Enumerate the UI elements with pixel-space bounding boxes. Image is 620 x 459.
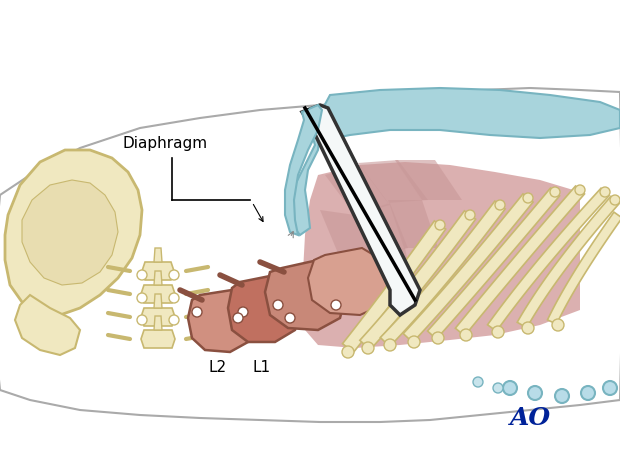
Text: L1: L1 [252, 360, 270, 375]
Polygon shape [320, 255, 355, 308]
Circle shape [581, 386, 595, 400]
Polygon shape [338, 258, 385, 308]
Polygon shape [302, 105, 420, 315]
Circle shape [169, 315, 179, 325]
Circle shape [523, 193, 533, 203]
Circle shape [495, 200, 505, 210]
Polygon shape [455, 186, 585, 336]
Circle shape [362, 342, 374, 354]
Polygon shape [395, 160, 462, 200]
Circle shape [233, 313, 243, 323]
Polygon shape [308, 248, 388, 315]
Polygon shape [154, 294, 162, 308]
Polygon shape [15, 295, 80, 355]
Circle shape [169, 270, 179, 280]
Circle shape [137, 315, 147, 325]
Polygon shape [320, 210, 375, 260]
Circle shape [435, 220, 445, 230]
Circle shape [273, 300, 283, 310]
Polygon shape [188, 290, 252, 352]
Polygon shape [5, 150, 142, 315]
Polygon shape [428, 188, 560, 339]
Polygon shape [360, 211, 476, 350]
Polygon shape [487, 188, 609, 331]
Polygon shape [141, 330, 175, 348]
Circle shape [550, 187, 560, 197]
Polygon shape [154, 316, 162, 330]
Circle shape [503, 381, 517, 395]
Circle shape [342, 346, 354, 358]
Circle shape [192, 307, 202, 317]
Polygon shape [325, 165, 390, 215]
Polygon shape [517, 196, 619, 328]
Circle shape [408, 336, 420, 348]
Polygon shape [142, 262, 174, 280]
Polygon shape [290, 128, 320, 235]
Circle shape [555, 389, 569, 403]
Circle shape [528, 386, 542, 400]
Circle shape [552, 319, 564, 331]
Circle shape [522, 322, 534, 334]
Polygon shape [342, 221, 446, 353]
Polygon shape [141, 308, 175, 326]
Circle shape [575, 185, 585, 195]
Polygon shape [358, 160, 428, 203]
Circle shape [432, 332, 444, 344]
Circle shape [384, 339, 396, 351]
Circle shape [465, 210, 475, 220]
Polygon shape [403, 194, 533, 342]
Polygon shape [265, 260, 346, 330]
Polygon shape [154, 271, 162, 285]
Circle shape [331, 300, 341, 310]
Polygon shape [547, 212, 620, 324]
Polygon shape [141, 285, 175, 303]
Polygon shape [370, 248, 415, 305]
Circle shape [600, 187, 610, 197]
Polygon shape [285, 105, 322, 235]
Circle shape [492, 326, 504, 338]
Polygon shape [154, 248, 162, 262]
Polygon shape [388, 200, 438, 248]
Circle shape [137, 293, 147, 303]
Text: Diaphragm: Diaphragm [122, 136, 207, 151]
Polygon shape [320, 88, 620, 140]
Circle shape [603, 381, 617, 395]
Polygon shape [302, 162, 580, 348]
Circle shape [473, 377, 483, 387]
Circle shape [610, 195, 620, 205]
Circle shape [238, 307, 248, 317]
Polygon shape [22, 180, 118, 285]
Text: AO: AO [510, 406, 551, 430]
Circle shape [285, 313, 295, 323]
Circle shape [169, 293, 179, 303]
Circle shape [137, 270, 147, 280]
Polygon shape [380, 201, 505, 347]
Circle shape [460, 329, 472, 341]
Text: L2: L2 [208, 360, 226, 375]
Polygon shape [228, 275, 300, 342]
Circle shape [493, 383, 503, 393]
Polygon shape [353, 203, 408, 258]
